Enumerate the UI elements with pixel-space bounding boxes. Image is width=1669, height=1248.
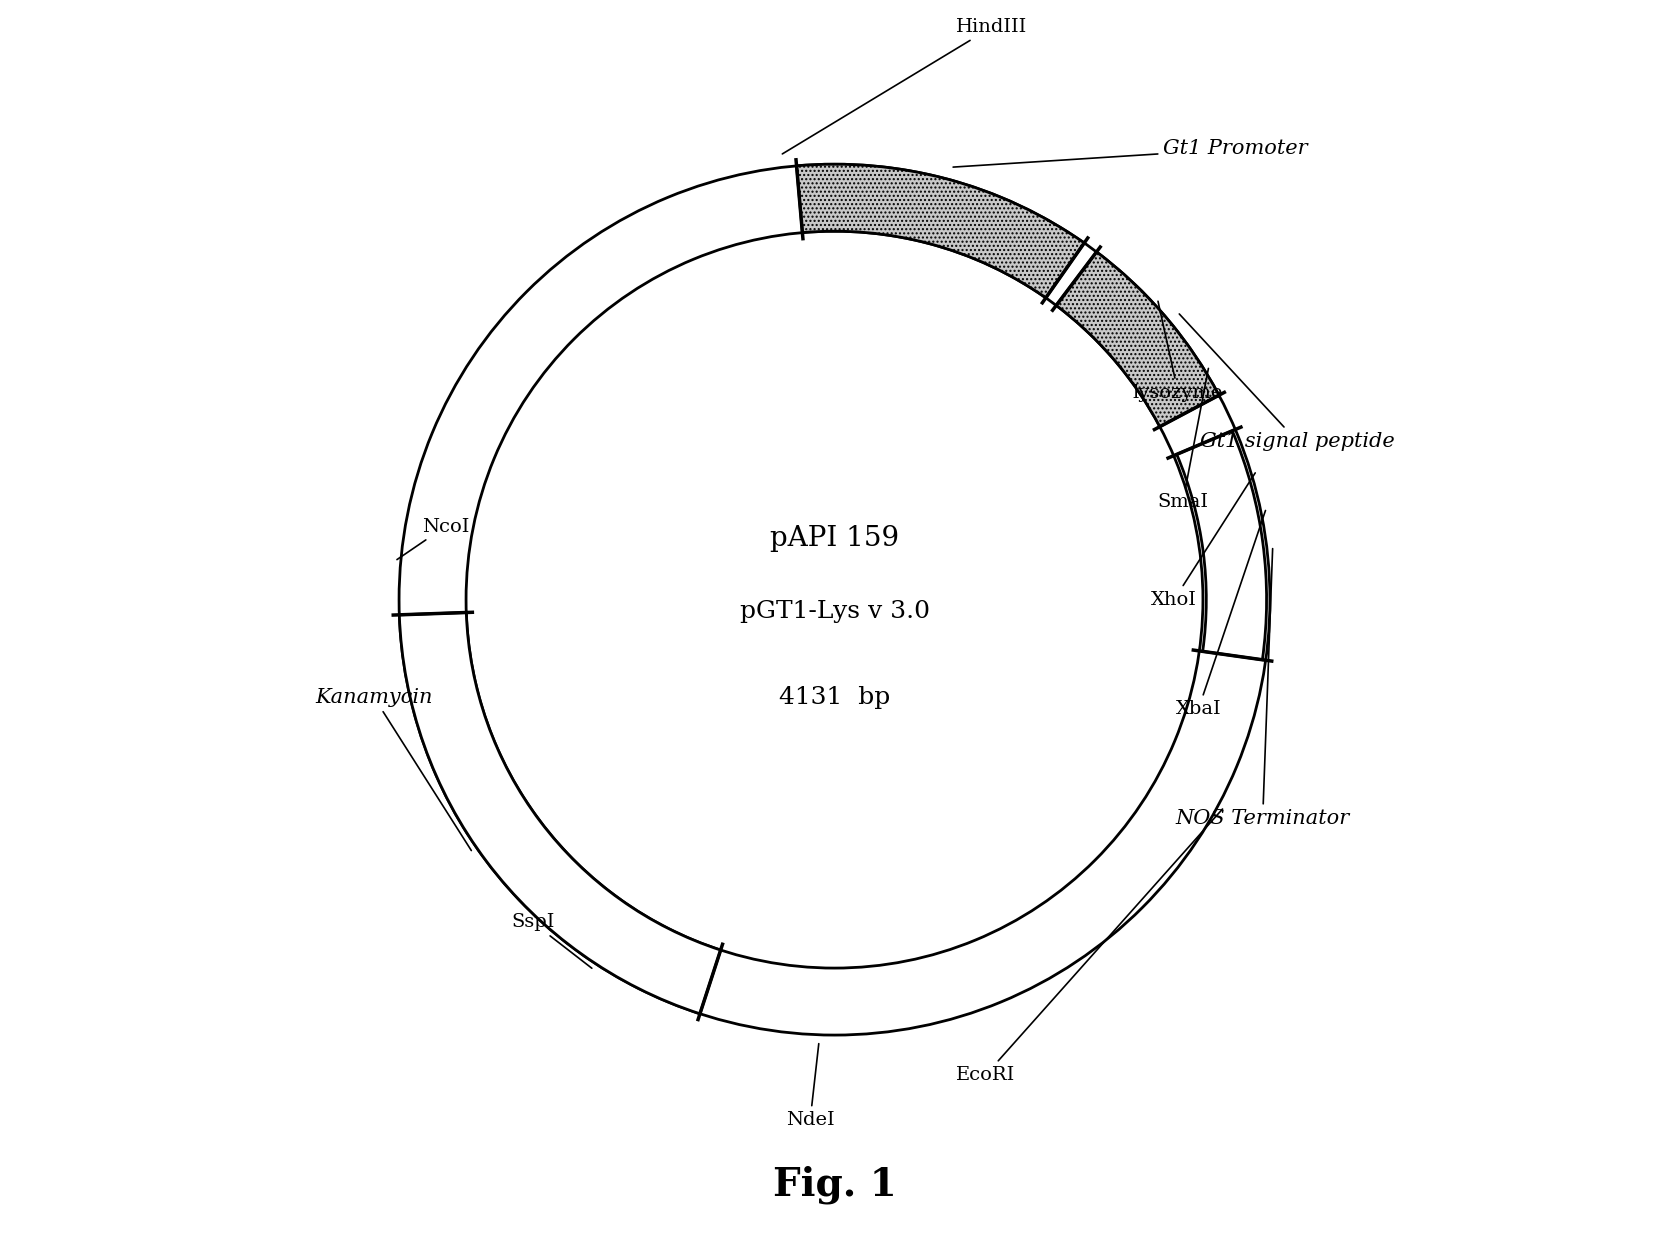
Wedge shape xyxy=(399,165,1270,1035)
Text: pGT1-Lys v 3.0: pGT1-Lys v 3.0 xyxy=(739,600,930,623)
Text: Kanamycin: Kanamycin xyxy=(315,688,471,851)
Text: Fig. 1: Fig. 1 xyxy=(773,1166,896,1203)
Text: SspI: SspI xyxy=(511,914,592,968)
Text: NcoI: NcoI xyxy=(397,518,469,559)
Text: XbaI: XbaI xyxy=(1175,510,1265,719)
Wedge shape xyxy=(1177,431,1267,660)
Text: Gt1 Promoter: Gt1 Promoter xyxy=(953,140,1308,167)
Wedge shape xyxy=(399,613,721,1013)
Text: EcoRI: EcoRI xyxy=(956,809,1222,1083)
Text: XhoI: XhoI xyxy=(1152,473,1255,609)
Text: 4131  bp: 4131 bp xyxy=(779,685,890,709)
Wedge shape xyxy=(796,165,1085,298)
Text: pAPI 159: pAPI 159 xyxy=(769,525,900,552)
Text: HindIII: HindIII xyxy=(783,19,1028,154)
Text: Gt1 signal peptide: Gt1 signal peptide xyxy=(1180,314,1395,451)
Wedge shape xyxy=(1056,252,1218,427)
Text: SmaI: SmaI xyxy=(1157,368,1208,512)
Text: NOS Terminator: NOS Terminator xyxy=(1175,549,1350,829)
Text: lysozyme: lysozyme xyxy=(1133,301,1223,402)
Text: NdeI: NdeI xyxy=(786,1043,834,1129)
